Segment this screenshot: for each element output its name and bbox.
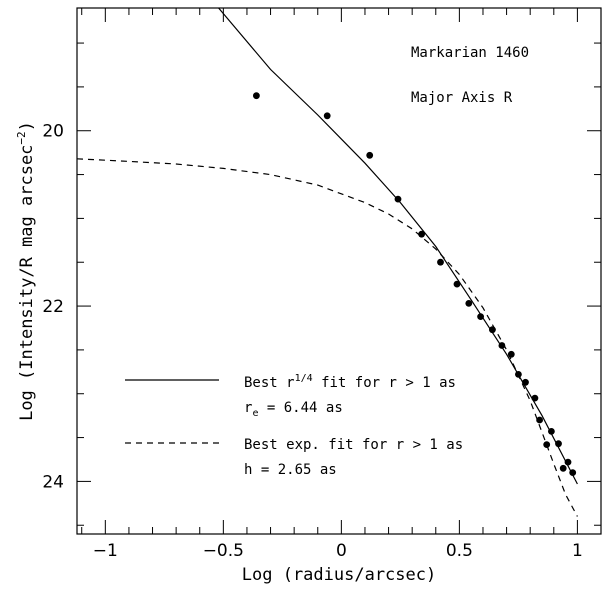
data-point [465,300,473,307]
x-tick-label: −0.5 [203,541,244,561]
legend-1-suffix: fit for r > 1 as [313,375,456,391]
y-tick-label: 24 [42,472,64,492]
legend-1-sup: 1/4 [295,373,313,384]
y-axis-label-close: ) [17,121,37,131]
x-tick-label: 1 [572,541,583,561]
data-point [489,326,496,334]
data-point [253,92,260,100]
plot-frame [76,7,602,535]
y-tick-label: 20 [42,122,64,142]
legend: Best r1/4 fit for r > 1 as re = 6.44 as … [125,373,463,478]
data-point [569,469,577,476]
data-points [253,92,577,476]
data-point [515,371,522,378]
legend-entry-2-line1: Best exp. fit for r > 1 as [244,437,463,453]
data-point [477,313,484,320]
y-axis-label: Log (Intensity/R mag arcsec−2) [15,121,37,421]
data-point [394,195,402,203]
legend-entry-2-line2: h = 2.65 as [244,462,337,478]
x-tick-label: −1 [93,541,118,561]
data-point [555,440,562,448]
y-axis-label-main: Log (Intensity/R mag arcsec [17,145,37,421]
data-point [522,378,529,386]
ticks [77,8,602,534]
legend-entry-1-line1: Best r1/4 fit for r > 1 as [244,373,456,391]
tick-labels: −1 −0.5 0 0.5 1 20 22 24 [42,122,582,561]
data-point [507,350,515,358]
legend-1-sub: e [252,408,258,419]
data-point [559,464,567,472]
data-point [498,342,506,349]
data-point [536,416,543,424]
legend-1-prefix: Best r [244,375,295,391]
x-tick-label: 0 [336,541,347,561]
x-tick-label: 0.5 [446,541,473,561]
annotation-axis: Major Axis R [411,90,513,106]
data-point [366,151,374,159]
x-axis-label: Log (radius/arcsec) [242,565,436,585]
data-point [531,394,539,402]
legend-entry-1-line2: re = 6.44 as [244,400,343,419]
data-point [543,441,551,448]
annotation-object: Markarian 1460 [411,45,529,61]
data-point [323,112,331,120]
y-tick-label: 22 [42,297,64,317]
data-point [564,458,572,466]
data-point [453,280,461,288]
legend-1-value: = 6.44 as [258,400,342,416]
data-point [418,230,425,238]
data-point [437,258,444,266]
y-axis-label-sup: −2 [15,131,28,144]
data-point [548,428,555,435]
legend-1-r: r [244,400,252,416]
